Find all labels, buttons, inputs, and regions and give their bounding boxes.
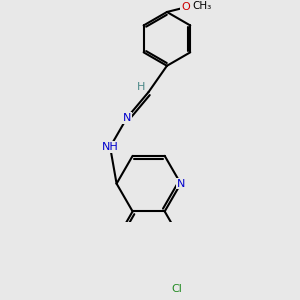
Text: N: N bbox=[123, 113, 131, 123]
Text: H: H bbox=[137, 82, 146, 92]
Text: CH₃: CH₃ bbox=[192, 1, 211, 11]
Text: Cl: Cl bbox=[171, 284, 182, 294]
Text: O: O bbox=[181, 2, 190, 12]
Text: NH: NH bbox=[102, 142, 118, 152]
Text: N: N bbox=[176, 178, 185, 189]
